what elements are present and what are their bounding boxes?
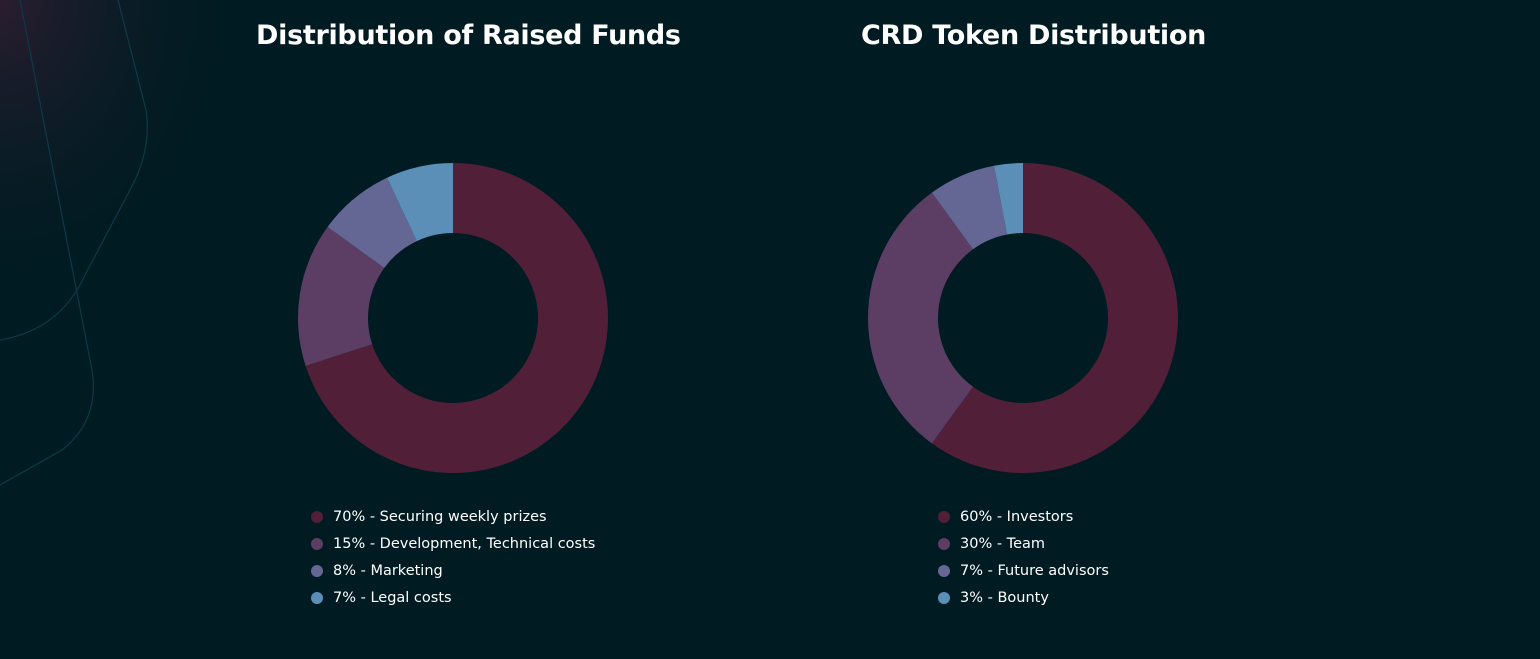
- legend-label: 3% - Bounty: [960, 589, 1049, 606]
- legend-dot: [938, 510, 950, 523]
- legend-label: 15% - Development, Technical costs: [333, 535, 596, 552]
- legend-item: 3% - Bounty: [938, 584, 1109, 611]
- legend-label: 70% - Securing weekly prizes: [333, 508, 547, 525]
- legend-label: 60% - Investors: [960, 508, 1074, 525]
- donut-slice: [868, 192, 974, 444]
- legend-item: 70% - Securing weekly prizes: [311, 503, 595, 530]
- decoration-line: [0, 0, 94, 486]
- chart-legend: 60% - Investors 30% - Team 7% - Future a…: [938, 503, 1109, 611]
- token-distribution-chart: CRD Token Distribution 60% - Investors 3…: [710, 0, 1330, 659]
- donut-chart: [868, 163, 1178, 473]
- legend-item: 30% - Team: [938, 530, 1109, 557]
- legend-dot: [938, 564, 950, 577]
- legend-label: 8% - Marketing: [333, 562, 443, 579]
- legend-item: 7% - Legal costs: [311, 584, 595, 611]
- donut-slice: [931, 165, 1008, 250]
- legend-label: 30% - Team: [960, 535, 1046, 552]
- legend-item: 8% - Marketing: [311, 557, 595, 584]
- donut-slice: [993, 163, 1023, 235]
- chart-title: Distribution of Raised Funds: [256, 20, 681, 51]
- legend-dot: [938, 591, 950, 604]
- legend-label: 7% - Legal costs: [333, 589, 452, 606]
- legend-item: 60% - Investors: [938, 503, 1109, 530]
- donut-slice: [327, 177, 417, 269]
- donut-slice: [931, 163, 1178, 473]
- chart-title: CRD Token Distribution: [861, 20, 1207, 51]
- legend-dot: [938, 537, 950, 550]
- chart-legend: 70% - Securing weekly prizes 15% - Devel…: [311, 503, 595, 611]
- legend-dot: [311, 591, 323, 604]
- donut-slice: [387, 163, 453, 242]
- legend-item: 15% - Development, Technical costs: [311, 530, 595, 557]
- raised-funds-chart: Distribution of Raised Funds 70% - Secur…: [140, 0, 760, 659]
- legend-dot: [311, 537, 323, 550]
- donut-slice: [298, 226, 385, 366]
- donut-slice: [305, 163, 608, 473]
- legend-item: 7% - Future advisors: [938, 557, 1109, 584]
- donut-chart: [298, 163, 608, 473]
- legend-dot: [311, 510, 323, 523]
- legend-dot: [311, 564, 323, 577]
- decoration-line: [0, 0, 148, 341]
- background-decoration: [0, 0, 320, 659]
- legend-label: 7% - Future advisors: [960, 562, 1109, 579]
